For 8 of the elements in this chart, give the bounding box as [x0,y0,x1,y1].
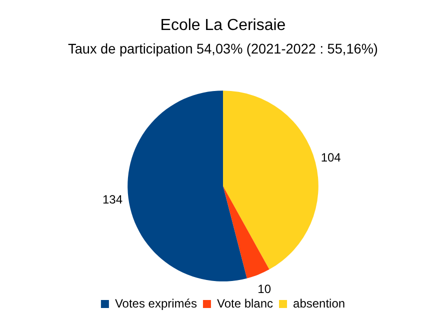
data-label: 134 [102,192,123,206]
chart-title: Ecole La Cerisaie [160,17,286,34]
legend-label: Vote blanc [216,296,274,310]
chart-subtitle: Taux de participation 54,03% (2021-2022 : 55,16%) [68,41,378,56]
data-label: 104 [320,150,342,164]
data-label: 10 [258,282,272,296]
legend-label: absention [293,296,346,310]
legend-label: Votes exprimés [114,296,197,310]
